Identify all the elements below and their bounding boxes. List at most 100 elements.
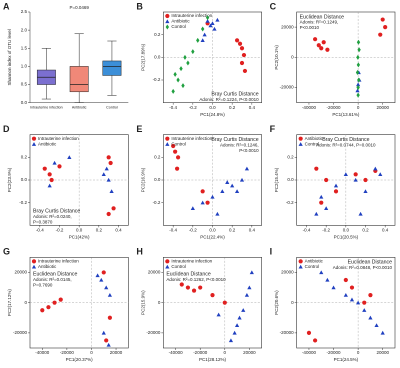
y-tick-label: 0.2 — [154, 32, 161, 37]
x-axis-label: PC1(22.4%) — [200, 235, 225, 240]
y-tick-label: 0 — [291, 300, 294, 305]
point — [42, 166, 47, 171]
point — [363, 189, 368, 194]
x-axis-label: PC1(28.12%) — [199, 357, 227, 362]
legend-marker — [31, 264, 37, 269]
legend-label: Intrauterine infection — [171, 259, 212, 264]
legend-marker — [31, 142, 37, 146]
y-tick-label: 0.0 — [154, 55, 161, 60]
y-tick-label: -20000 — [280, 85, 295, 90]
y-axis-label: PC2(15.4%) — [274, 167, 279, 192]
point — [58, 297, 63, 302]
point — [99, 277, 104, 282]
panel: D PC2(23.9%) -0.2 0.0 0.2 -0.4 -0.2 0.0 0.2 0.4 PC… — [3, 124, 129, 240]
y-axis-label: PC2(10.1%) — [274, 45, 279, 70]
y-tick-label: -0.2 — [153, 200, 161, 205]
point — [104, 166, 109, 171]
annotation: Euclidean Distance — [348, 260, 393, 266]
legend-label: Antibiotic — [305, 136, 324, 141]
legend-label: Intrauterine infection — [171, 13, 212, 18]
x-tick-label: 0.2 — [229, 105, 236, 110]
y-tick-label: 0.5 — [21, 82, 28, 87]
point — [47, 172, 52, 177]
annotation: Bray Curtis Distance — [322, 137, 369, 143]
point — [374, 323, 379, 328]
point — [108, 160, 113, 166]
y-tick-label: 2.0 — [21, 27, 28, 32]
point — [191, 49, 195, 55]
legend-label: Control — [305, 264, 320, 269]
point — [319, 194, 324, 199]
panel: H PC2(15.9%) -20000 0 20000 -40000 -20000 0 2000… — [136, 247, 262, 362]
x-tick-label: 0 — [357, 105, 360, 110]
legend-marker — [298, 142, 303, 146]
point — [319, 270, 324, 275]
point — [208, 23, 213, 28]
x-tick-label: Antibiotic — [72, 106, 87, 110]
y-tick-label: 0.2 — [287, 155, 294, 160]
point — [210, 293, 215, 298]
x-tick-label: 0.0 — [343, 228, 350, 233]
point — [242, 68, 248, 74]
x-tick-label: -0.4 — [303, 228, 311, 233]
point — [313, 37, 318, 42]
point — [356, 85, 360, 91]
box — [102, 60, 122, 76]
x-tick-label: -40000 — [302, 350, 317, 355]
y-tick-label: 1.5 — [21, 45, 28, 50]
point — [362, 300, 367, 305]
legend-label: Intrauterine infection — [171, 136, 212, 141]
annotation: Adonis: R²=0.1246, — [220, 142, 259, 147]
point — [200, 26, 205, 32]
panel-letter: G — [3, 247, 10, 257]
x-axis-label: PC1(20.5%) — [334, 235, 359, 240]
point — [205, 18, 210, 23]
y-tick-label: 0 — [291, 55, 294, 60]
point — [358, 211, 363, 216]
x-axis-label: PC1(24.8%) — [200, 112, 225, 117]
legend-label: Antibiotic — [38, 264, 57, 269]
point — [353, 177, 358, 182]
point — [106, 342, 111, 347]
point — [234, 38, 240, 43]
point — [356, 62, 361, 68]
legend-marker — [31, 136, 37, 141]
point — [368, 293, 373, 298]
point — [324, 177, 329, 183]
x-axis-label: PC1(24.5%) — [334, 357, 359, 362]
point — [179, 282, 184, 287]
legend-label: Control — [305, 141, 320, 146]
panel-letter: E — [136, 124, 142, 134]
point — [111, 206, 116, 211]
x-tick-label: 0.2 — [229, 228, 236, 233]
annotation: Bray Curtis Distance — [211, 92, 258, 98]
point — [343, 172, 348, 177]
point — [331, 285, 336, 290]
point — [357, 77, 361, 83]
panel-letter: B — [136, 1, 143, 11]
y-tick-label: -0.2 — [19, 200, 27, 205]
x-tick-label: 0.4 — [115, 228, 122, 233]
annotation: P=0.7690 — [33, 283, 53, 288]
point — [215, 17, 220, 22]
point — [357, 47, 361, 53]
y-tick-label: 20000 — [281, 270, 294, 275]
legend-label: Intrauterine infection — [38, 259, 79, 264]
x-tick-label: -20000 — [60, 350, 75, 355]
point — [249, 270, 254, 275]
point — [200, 200, 205, 205]
x-tick-label: -0.4 — [169, 105, 177, 110]
x-tick-label: -0.2 — [322, 228, 330, 233]
x-tick-label: 0.4 — [382, 228, 389, 233]
point — [202, 32, 207, 37]
point — [356, 54, 360, 60]
point — [378, 32, 383, 37]
legend-marker — [165, 264, 170, 269]
y-tick-label: 0.0 — [21, 100, 28, 105]
legend-marker — [298, 259, 303, 264]
point — [362, 308, 367, 312]
panel: I PC2(20.6%) -20000 0 20000 -40000 -20000 0 2000… — [270, 247, 396, 362]
point — [175, 155, 181, 160]
point — [104, 285, 109, 290]
